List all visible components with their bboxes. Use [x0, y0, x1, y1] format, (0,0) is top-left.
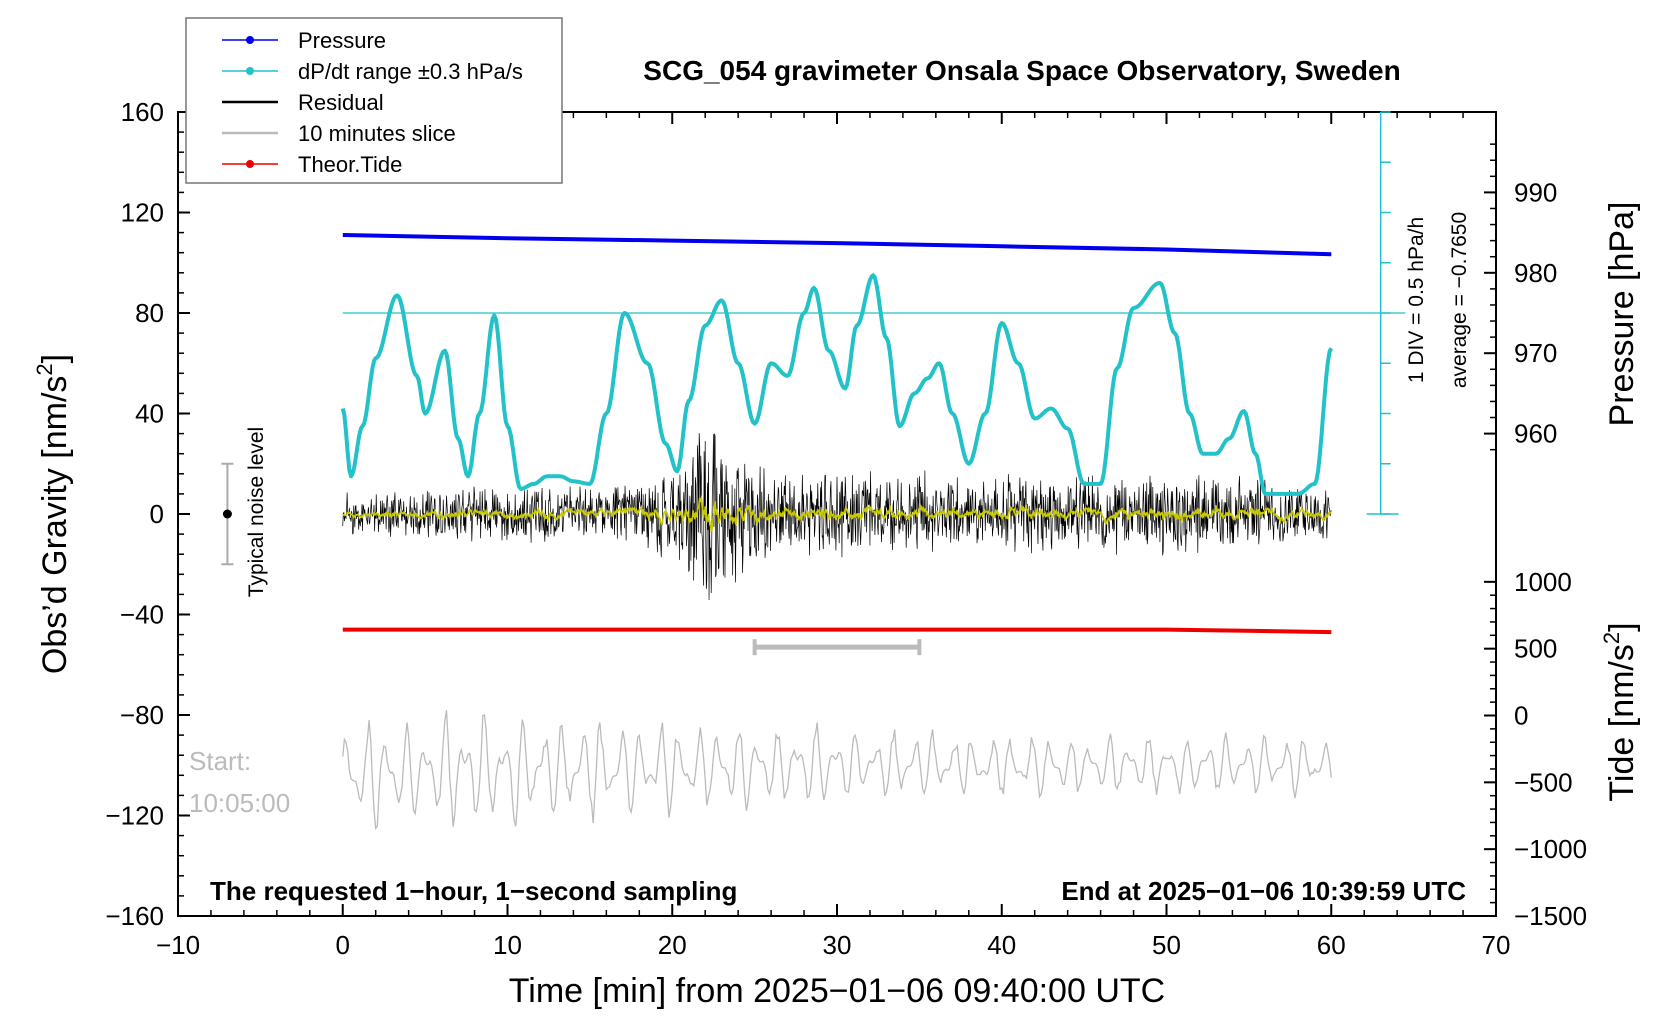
y-tick-label: −120 [105, 801, 164, 831]
y-tick-label: 80 [135, 298, 164, 328]
tide-tick-label: −1500 [1514, 901, 1587, 931]
slice-range-bar [752, 639, 922, 656]
x-tick-label: 70 [1482, 930, 1511, 960]
legend-marker-dpdt [246, 67, 254, 75]
y-tick-label: 120 [121, 198, 164, 228]
pressure-series-line [342, 233, 1332, 257]
tide-tick-label: 1000 [1514, 567, 1572, 597]
pressure-tick-label: 960 [1514, 419, 1557, 449]
residual-series-line [342, 433, 1332, 601]
y-tick-label: 0 [150, 499, 164, 529]
noise-bar-center-dot [222, 509, 232, 519]
pressure-tick-label: 980 [1514, 258, 1557, 288]
residual-smooth-line [342, 494, 1332, 533]
x-tick-label: 0 [336, 930, 350, 960]
sampling-note: The requested 1−hour, 1−second sampling [210, 876, 737, 906]
div-scale-label: 1 DIV = 0.5 hPa/h [1405, 217, 1428, 383]
noise-level-indicator [221, 462, 234, 566]
legend: Pressure dP/dt range ±0.3 hPa/s Residual… [185, 17, 563, 184]
y-tick-label: 160 [121, 97, 164, 127]
x-tick-label: 50 [1152, 930, 1181, 960]
x-tick-label: 60 [1317, 930, 1346, 960]
y-tick-label: 40 [135, 399, 164, 429]
x-tick-label: 40 [987, 930, 1016, 960]
y-axis-left: 160 120 80 40 0 −40 −80 −120 −160 [105, 97, 190, 931]
pressure-tick-label: 970 [1514, 338, 1557, 368]
dpdt-scale-bar [1366, 111, 1399, 515]
y-axis-tide-label: Tide [nm/s2] [1599, 622, 1641, 801]
y-tick-label: −40 [120, 600, 164, 630]
chart-title: SCG_054 gravimeter Onsala Space Observat… [643, 55, 1400, 86]
x-axis: −10 0 10 20 30 40 50 60 70 [156, 112, 1511, 960]
y-axis-pressure-label: Pressure [hPa] [1603, 202, 1641, 427]
tide-tick-label: 500 [1514, 634, 1557, 664]
legend-marker-tide [246, 160, 254, 168]
legend-label-dpdt: dP/dt range ±0.3 hPa/s [298, 59, 523, 84]
end-time-note: End at 2025−01−06 10:39:59 UTC [1061, 876, 1466, 906]
tide-tick-label: −500 [1514, 767, 1573, 797]
legend-marker-pressure [246, 36, 254, 44]
legend-entry-pressure: Pressure [222, 28, 386, 53]
plot-area [340, 233, 1406, 830]
y-tick-label: −80 [120, 700, 164, 730]
x-tick-label: −10 [156, 930, 200, 960]
x-tick-label: 20 [658, 930, 687, 960]
pressure-tick-label: 990 [1514, 177, 1557, 207]
average-label: average = −0.7650 [1448, 212, 1471, 388]
noise-level-label: Typical noise level [245, 427, 268, 597]
legend-label-pressure: Pressure [298, 28, 386, 53]
x-tick-label: 30 [823, 930, 852, 960]
start-time-label: 10:05:00 [189, 788, 290, 818]
legend-label-tide: Theor.Tide [298, 152, 402, 177]
legend-label-slice: 10 minutes slice [298, 121, 456, 146]
legend-box [185, 17, 563, 184]
x-tick-label: 10 [493, 930, 522, 960]
legend-entry-slice: 10 minutes slice [222, 121, 456, 146]
y-tick-label: −160 [105, 901, 164, 931]
legend-entry-residual: Residual [222, 90, 384, 115]
y-axis-left-label: Obs’d Gravity [nm/s2] [32, 354, 74, 674]
tide-tick-label: 0 [1514, 701, 1528, 731]
tide-tick-label: −1000 [1514, 834, 1587, 864]
legend-label-residual: Residual [298, 90, 384, 115]
legend-entry-tide: Theor.Tide [222, 152, 402, 177]
dpdt-series-line [340, 273, 1334, 496]
y-axis-right: 990 980 970 960 1000 500 0 −500 −1000 −1500 [1484, 143, 1587, 931]
start-label: Start: [189, 746, 251, 776]
tide-series-line [342, 627, 1332, 635]
x-axis-label: Time [min] from 2025−01−06 09:40:00 UTC [509, 972, 1165, 1010]
slice-series-line [342, 710, 1332, 830]
legend-entry-dpdt: dP/dt range ±0.3 hPa/s [222, 59, 523, 84]
